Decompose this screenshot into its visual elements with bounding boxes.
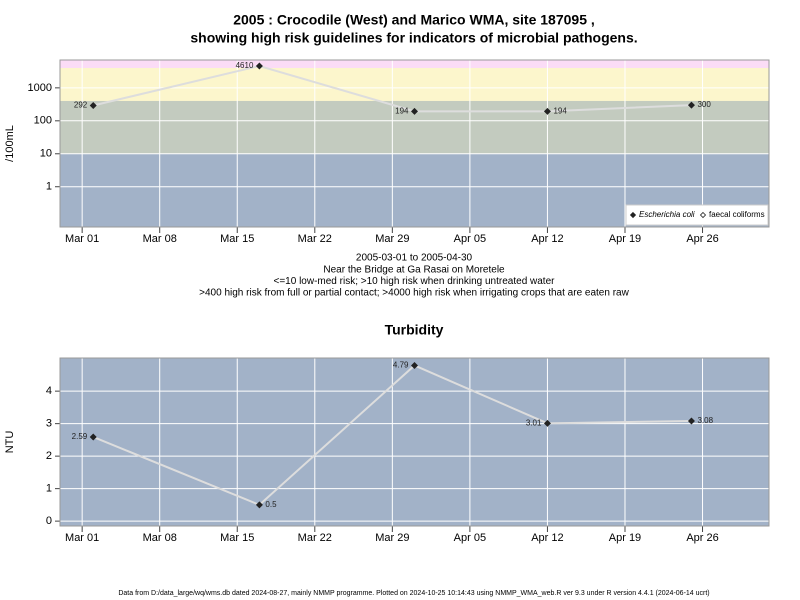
x-tick-label: Apr 12 [531,532,563,544]
x-tick-label: Apr 05 [454,532,486,544]
x-tick-label: Apr 26 [686,233,718,245]
risk-band [60,68,769,101]
subtitle: >400 high risk from full or partial cont… [199,288,629,299]
data-point [687,417,695,425]
data-label: 194 [553,106,567,115]
data-label: 0.5 [265,500,277,509]
data-point [687,101,695,109]
legend-marker [699,211,707,219]
legend-marker [629,211,637,219]
plot-border [59,357,770,527]
data-label: 292 [74,101,88,110]
y-tick-label: 1000 [28,82,52,94]
y-tick-label: 0 [46,515,52,527]
y-tick-label: 2 [46,450,52,462]
plot-border [59,59,770,228]
x-tick-label: Mar 22 [298,532,332,544]
x-tick-label: Apr 05 [454,233,486,245]
subtitle: <=10 low-med risk; >10 high risk when dr… [274,276,556,287]
subtitle: 2005-03-01 to 2005-04-30 [356,253,473,264]
x-tick-label: Mar 08 [143,532,177,544]
legend-label: Escherichia coli [639,210,695,219]
risk-band [60,60,769,69]
legend-box [625,204,769,226]
data-label: 194 [395,106,409,115]
x-tick-label: Apr 26 [686,532,718,544]
x-tick-label: Mar 22 [298,233,332,245]
data-label: 4610 [236,61,254,70]
chart-title: 2005 : Crocodile (West) and Marico WMA, … [233,12,595,28]
data-point [543,107,551,115]
data-point [543,419,551,427]
data-point [89,433,97,441]
x-tick-label: Mar 29 [375,532,409,544]
y-tick-label: 3 [46,418,52,430]
chart-title: showing high risk guidelines for indicat… [190,30,637,46]
y-tick-label: 1 [46,483,52,495]
data-point [255,62,263,70]
y-tick-label: 10 [40,148,52,160]
x-tick-label: Mar 08 [143,233,177,245]
data-label: 4.79 [393,361,409,370]
x-tick-label: Mar 29 [375,233,409,245]
legend-label: faecal coliforms [709,210,765,219]
y-axis-label: NTU [4,431,16,454]
x-tick-label: Apr 19 [609,532,641,544]
y-tick-label: 100 [34,115,52,127]
x-tick-label: Mar 01 [65,233,99,245]
data-point [89,101,97,109]
chart-title: Turbidity [385,322,444,338]
data-label: 3.01 [526,418,542,427]
y-axis-label: /100mL [4,125,16,162]
x-tick-label: Mar 15 [220,233,254,245]
x-tick-label: Apr 12 [531,233,563,245]
y-tick-label: 1 [46,181,52,193]
x-tick-label: Mar 01 [65,532,99,544]
subtitle: Near the Bridge at Ga Rasai on Moretele [323,264,505,275]
footer: Data from D:/data_large/wq/wms.db dated … [118,590,709,597]
y-tick-label: 4 [46,385,52,397]
plot-background [60,358,769,526]
data-point [411,361,418,369]
x-tick-label: Apr 19 [609,233,641,245]
x-tick-label: Mar 15 [220,532,254,544]
data-label: 3.08 [697,416,713,425]
data-point [411,107,418,115]
data-point [255,501,263,509]
data-label: 2.59 [72,432,88,441]
data-label: 300 [697,100,711,109]
